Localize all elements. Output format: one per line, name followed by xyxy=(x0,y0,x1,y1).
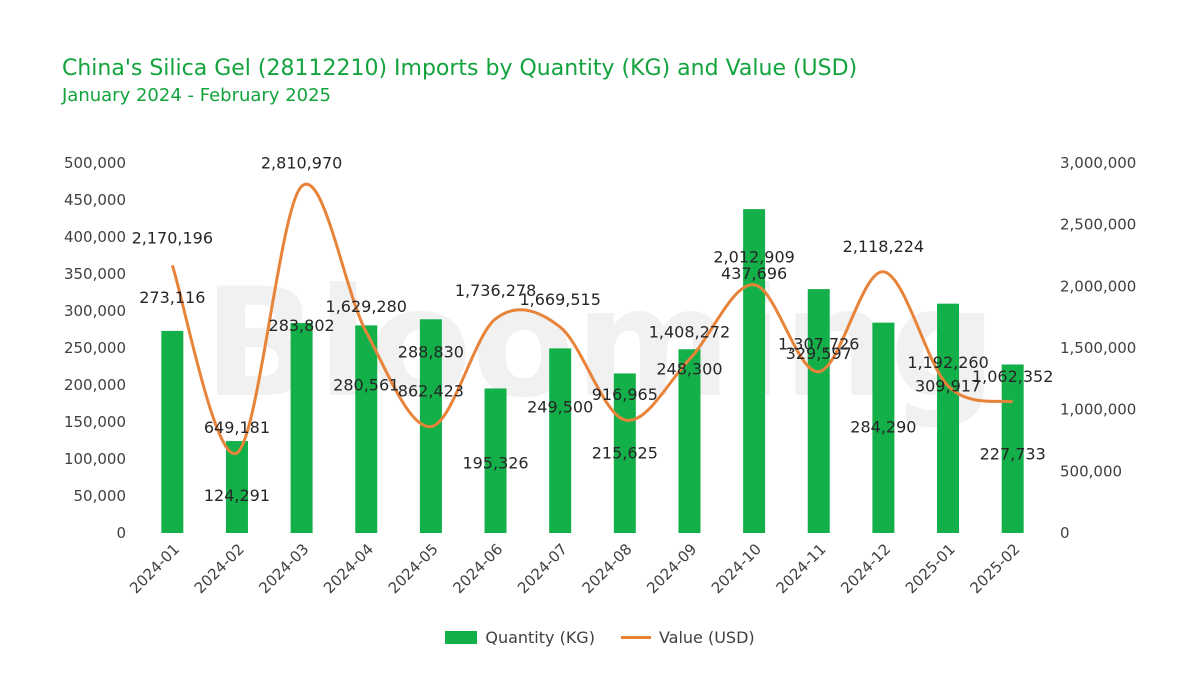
x-tick-label: 2024-04 xyxy=(320,540,377,597)
y-left-tick-label: 150,000 xyxy=(64,413,126,431)
legend-item-quantity: Quantity (KG) xyxy=(445,628,595,647)
data-label-value: 1,062,352 xyxy=(972,367,1053,386)
bar-quantity xyxy=(743,209,766,533)
bar-quantity xyxy=(613,373,636,533)
data-label-quantity: 249,500 xyxy=(527,397,593,416)
legend-label-value: Value (USD) xyxy=(658,628,755,647)
legend-item-value: Value (USD) xyxy=(620,628,755,647)
data-label-quantity: 124,291 xyxy=(204,486,270,505)
legend-label-quantity: Quantity (KG) xyxy=(485,628,595,647)
bar-quantity xyxy=(225,441,248,533)
y-left-tick-label: 0 xyxy=(116,524,126,542)
x-tick-label: 2024-09 xyxy=(643,540,700,597)
data-label-quantity: 288,830 xyxy=(398,342,464,361)
data-label-quantity: 280,561 xyxy=(333,375,399,394)
x-tick-label: 2024-08 xyxy=(579,540,636,597)
x-tick-label: 2024-01 xyxy=(126,540,183,597)
y-right-tick-label: 0 xyxy=(1060,524,1070,542)
x-tick-label: 2024-03 xyxy=(255,540,312,597)
chart-subtitle: January 2024 - February 2025 xyxy=(62,85,331,106)
y-left-tick-label: 400,000 xyxy=(64,228,126,246)
y-right-tick-label: 500,000 xyxy=(1060,462,1122,480)
bar-quantity xyxy=(161,330,184,533)
bar-quantity xyxy=(1001,364,1024,533)
y-right-tick-label: 1,500,000 xyxy=(1060,339,1136,357)
y-left-tick-label: 50,000 xyxy=(74,487,127,505)
bar-quantity xyxy=(484,388,507,533)
y-left-tick-label: 250,000 xyxy=(64,339,126,357)
data-label-value: 1,192,260 xyxy=(907,353,988,372)
y-left-tick-label: 300,000 xyxy=(64,302,126,320)
data-label-value: 649,181 xyxy=(204,418,270,437)
y-left-tick-label: 200,000 xyxy=(64,376,126,394)
x-tick-label: 2024-12 xyxy=(837,540,894,597)
bar-quantity xyxy=(807,289,830,533)
y-left-tick-label: 450,000 xyxy=(64,191,126,209)
data-label-value: 2,810,970 xyxy=(261,153,342,172)
data-label-value: 2,012,909 xyxy=(713,248,794,267)
data-label-quantity: 273,116 xyxy=(139,288,205,307)
data-label-value: 2,118,224 xyxy=(843,237,924,256)
data-label-value: 1,307,726 xyxy=(778,335,859,354)
y-right-tick-label: 1,000,000 xyxy=(1060,401,1136,419)
data-label-quantity: 309,917 xyxy=(915,377,981,396)
data-label-value: 2,170,196 xyxy=(132,228,213,247)
x-tick-label: 2025-02 xyxy=(966,540,1023,597)
data-label-quantity: 329,597 xyxy=(786,344,852,363)
bar-quantity xyxy=(872,322,895,533)
data-label-value: 1,669,515 xyxy=(519,290,600,309)
data-label-quantity: 437,696 xyxy=(721,264,787,283)
data-label-value: 1,408,272 xyxy=(649,322,730,341)
data-label-value: 916,965 xyxy=(592,385,658,404)
data-label-quantity: 227,733 xyxy=(980,444,1046,463)
x-tick-label: 2024-05 xyxy=(385,540,442,597)
chart-title: China's Silica Gel (28112210) Imports by… xyxy=(62,56,858,81)
data-label-value: 1,629,280 xyxy=(326,297,407,316)
bar-quantity xyxy=(355,325,378,533)
data-label-quantity: 215,625 xyxy=(592,443,658,462)
y-right-tick-label: 3,000,000 xyxy=(1060,154,1136,172)
legend-swatch-quantity xyxy=(445,631,478,644)
y-left-tick-label: 100,000 xyxy=(64,450,126,468)
data-label-quantity: 284,290 xyxy=(850,418,916,437)
x-tick-label: 2024-06 xyxy=(449,540,506,597)
bar-quantity xyxy=(290,322,313,533)
x-tick-label: 2024-11 xyxy=(773,540,830,597)
chart-title-block: China's Silica Gel (28112210) Imports by… xyxy=(62,54,857,108)
x-tick-label: 2025-01 xyxy=(902,540,959,597)
y-left-tick-label: 500,000 xyxy=(64,154,126,172)
x-tick-label: 2024-02 xyxy=(191,540,248,597)
legend-swatch-value xyxy=(620,636,651,639)
x-tick-label: 2024-07 xyxy=(514,540,571,597)
data-label-quantity: 283,802 xyxy=(269,316,335,335)
data-label-quantity: 248,300 xyxy=(656,359,722,378)
bar-quantity xyxy=(678,349,701,533)
y-right-tick-label: 2,000,000 xyxy=(1060,277,1136,295)
y-left-tick-label: 350,000 xyxy=(64,265,126,283)
x-tick-label: 2024-10 xyxy=(708,540,765,597)
data-label-value: 1,736,278 xyxy=(455,281,536,300)
chart-legend: Quantity (KG) Value (USD) xyxy=(0,628,1200,647)
bar-quantity xyxy=(549,348,572,533)
data-label-value: 862,423 xyxy=(398,382,464,401)
bar-quantity xyxy=(937,303,960,533)
data-label-quantity: 195,326 xyxy=(462,453,528,472)
y-right-tick-label: 2,500,000 xyxy=(1060,216,1136,234)
watermark-text: Blooming xyxy=(203,257,997,431)
